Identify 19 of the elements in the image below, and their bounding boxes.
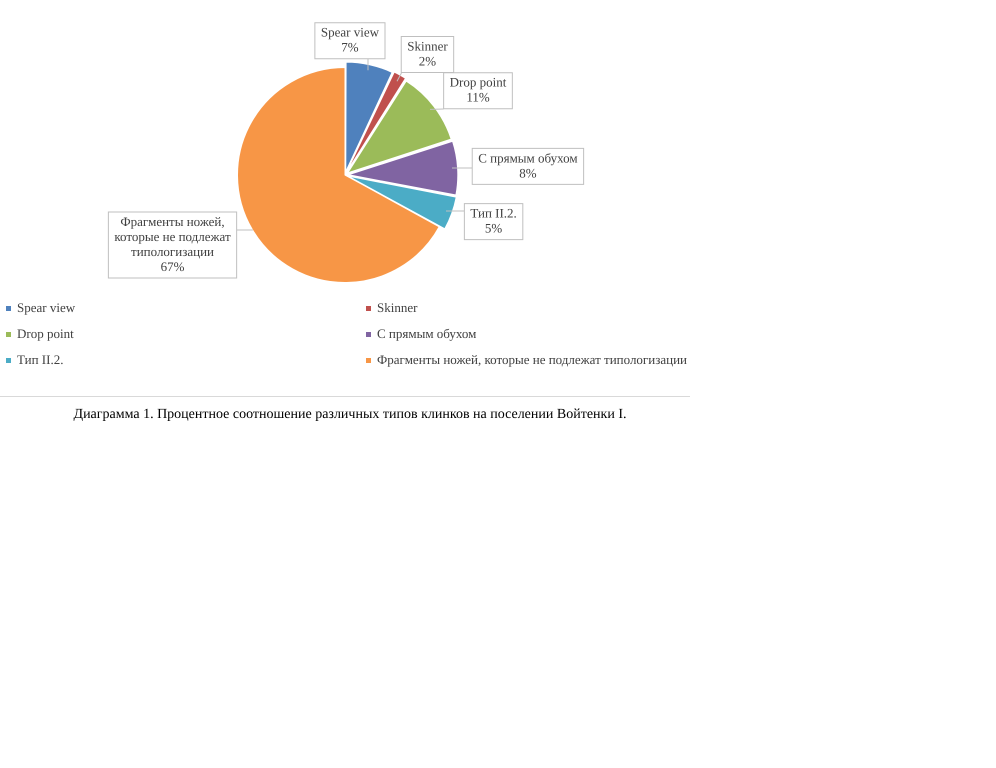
slice-label: С прямым обухом: [478, 150, 578, 166]
legend-label: Skinner: [376, 300, 418, 316]
data-label: 11%: [466, 90, 490, 105]
slice-label: Фрагменты ножей, которые не подлежат типологизации: [114, 214, 231, 259]
data-label: 67%: [160, 258, 185, 274]
legend-label: Тип II.2.: [16, 352, 64, 368]
text: Диаграмма 1. Процентное соотношение различных типов клинков на поселении Войтенки I.: [72, 407, 628, 423]
data-label: 5%: [484, 220, 502, 236]
legend-label: С прямым обухом: [376, 326, 478, 342]
legend-label: Фрагменты ножей, которые не подлежат типологизации: [376, 352, 688, 368]
data-label: 2%: [418, 53, 436, 68]
data-label: 8%: [519, 165, 537, 180]
data-label: 7%: [341, 40, 359, 55]
legend-label: Drop point: [16, 326, 75, 342]
slice-label: Тип II.2.: [470, 206, 517, 220]
slice-label: Skinner: [407, 38, 448, 54]
slice-label: Spear view: [320, 24, 380, 40]
slice-label: Drop point: [450, 74, 507, 90]
legend-label: Spear view: [16, 300, 76, 316]
